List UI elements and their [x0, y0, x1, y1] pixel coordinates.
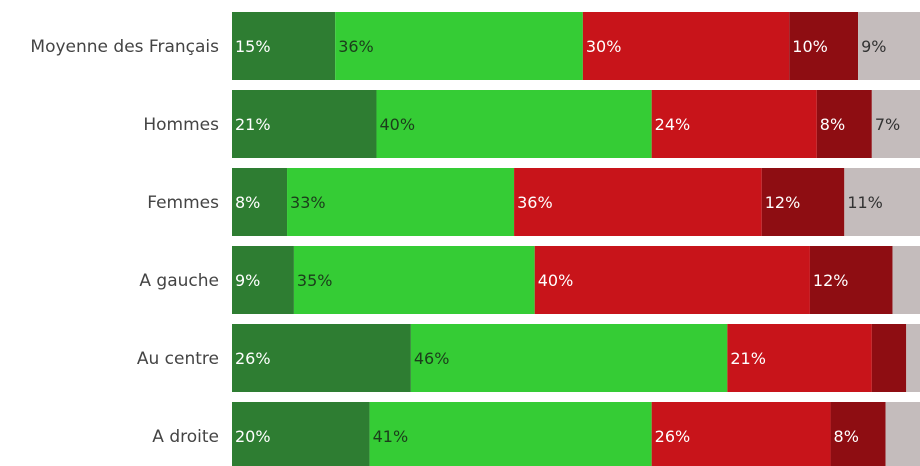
data-label: 40%: [538, 271, 574, 290]
data-label: 36%: [338, 37, 374, 56]
bar-segment: [816, 90, 872, 158]
bar-row: Hommes 21% 40% 24% 8% 7%: [143, 90, 920, 158]
category-label: Hommes: [143, 115, 219, 135]
data-label: 26%: [235, 349, 271, 368]
category-label: Au centre: [137, 349, 219, 369]
data-label: 20%: [235, 427, 271, 446]
bar-segment: [232, 168, 288, 236]
data-label: 46%: [414, 349, 450, 368]
data-label: 33%: [290, 193, 326, 212]
bar-row: Au centre 26% 46% 21%: [137, 324, 920, 392]
bar-segment: [335, 12, 583, 80]
bar-segment: [232, 90, 377, 158]
bar-segment: [761, 168, 845, 236]
data-label: 36%: [517, 193, 553, 212]
data-label: 9%: [235, 271, 260, 290]
bar-segment: [232, 12, 336, 80]
bar-segment: [871, 324, 907, 392]
data-label: 24%: [655, 115, 691, 134]
category-label: A droite: [152, 427, 219, 447]
bar-row: Moyenne des Français 15% 36% 30% 10% 9%: [30, 12, 920, 80]
data-label: 9%: [861, 37, 886, 56]
bar-segment: [651, 402, 831, 466]
bar-segment: [871, 90, 920, 158]
bar-segment: [376, 90, 652, 158]
bar-segment: [830, 402, 886, 466]
data-label: 11%: [847, 193, 883, 212]
bar-segment: [287, 168, 515, 236]
bar-segment: [232, 246, 294, 314]
data-label: 8%: [820, 115, 845, 134]
data-label: 26%: [655, 427, 691, 446]
data-label: 41%: [373, 427, 409, 446]
data-label: 21%: [730, 349, 766, 368]
data-label: 10%: [792, 37, 828, 56]
bar-segment: [534, 246, 810, 314]
bar-row: A droite 20% 41% 26% 8%: [152, 402, 920, 466]
bar-segment: [514, 168, 762, 236]
bar-segment: [727, 324, 872, 392]
bar-segment: [651, 90, 817, 158]
data-label: 40%: [379, 115, 415, 134]
bar-segment: [789, 12, 859, 80]
bar-segment: [410, 324, 728, 392]
bar-segment: [858, 12, 920, 80]
category-label: A gauche: [139, 271, 219, 291]
data-label: 7%: [875, 115, 900, 134]
data-label: 21%: [235, 115, 271, 134]
bar-segment: [885, 402, 920, 466]
bar-segment: [293, 246, 535, 314]
data-label: 8%: [235, 193, 260, 212]
data-label: 30%: [586, 37, 622, 56]
bar-segment: [232, 324, 411, 392]
bar-segment: [809, 246, 893, 314]
data-label: 35%: [297, 271, 333, 290]
data-label: 12%: [765, 193, 801, 212]
data-label: 12%: [813, 271, 849, 290]
bar-segment: [892, 246, 920, 314]
bar-segment: [906, 324, 920, 392]
category-label: Femmes: [147, 193, 219, 213]
bar-segment: [844, 168, 920, 236]
data-label: 8%: [834, 427, 859, 446]
data-label: 15%: [235, 37, 271, 56]
bar-row: A gauche 9% 35% 40% 12%: [139, 246, 920, 314]
bar-segment: [582, 12, 790, 80]
bar-row: Femmes 8% 33% 36% 12% 11%: [147, 168, 920, 236]
bar-segment: [369, 402, 652, 466]
bar-segment: [232, 402, 370, 466]
category-label: Moyenne des Français: [30, 37, 219, 57]
